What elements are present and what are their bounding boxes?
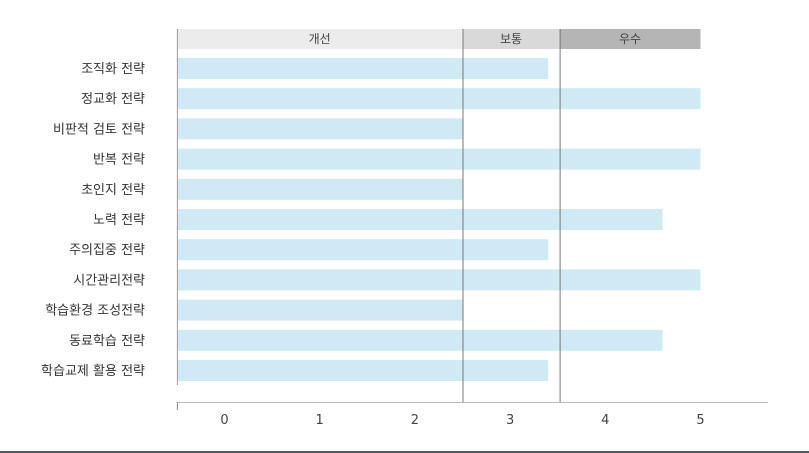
- x-tick-label: 1: [316, 413, 324, 428]
- bar: [177, 269, 701, 291]
- bar: [177, 88, 701, 110]
- x-tick-label: 0: [220, 413, 228, 428]
- bar: [177, 299, 463, 321]
- category-label: 동료학습 전략: [69, 334, 145, 349]
- x-tick-label: 5: [696, 413, 704, 428]
- bar: [177, 209, 663, 230]
- category-label: 시간관리전략: [73, 273, 145, 288]
- band-label: 보통: [500, 32, 522, 46]
- band-header-1: [462, 29, 560, 49]
- bottom-divider: [0, 451, 809, 453]
- band-header-2: [559, 29, 701, 49]
- bar: [177, 148, 701, 170]
- category-label: 초인지 전략: [81, 183, 145, 198]
- bar: [177, 58, 549, 79]
- band-label: 우수: [619, 32, 641, 46]
- category-label: 정교화 전략: [81, 92, 145, 107]
- bar: [177, 178, 463, 200]
- bar: [177, 118, 463, 140]
- category-label: 비판적 검토 전략: [53, 122, 145, 137]
- band-header-0: [176, 29, 463, 49]
- x-tick-label: 4: [601, 413, 609, 428]
- band-label: 개선: [309, 32, 331, 46]
- bar: [177, 329, 663, 351]
- bar: [177, 360, 549, 381]
- x-tick-label: 3: [506, 413, 514, 428]
- category-label: 학습환경 조성전략: [45, 304, 145, 319]
- category-label: 반복 전략: [93, 153, 145, 168]
- category-label: 조직화 전략: [81, 62, 145, 77]
- category-label: 노력 전략: [93, 213, 145, 228]
- category-label: 학습교제 활용 전략: [41, 364, 145, 379]
- category-label: 주의집중 전략: [69, 243, 145, 258]
- x-tick-label: 2: [411, 413, 419, 428]
- bar: [177, 239, 549, 261]
